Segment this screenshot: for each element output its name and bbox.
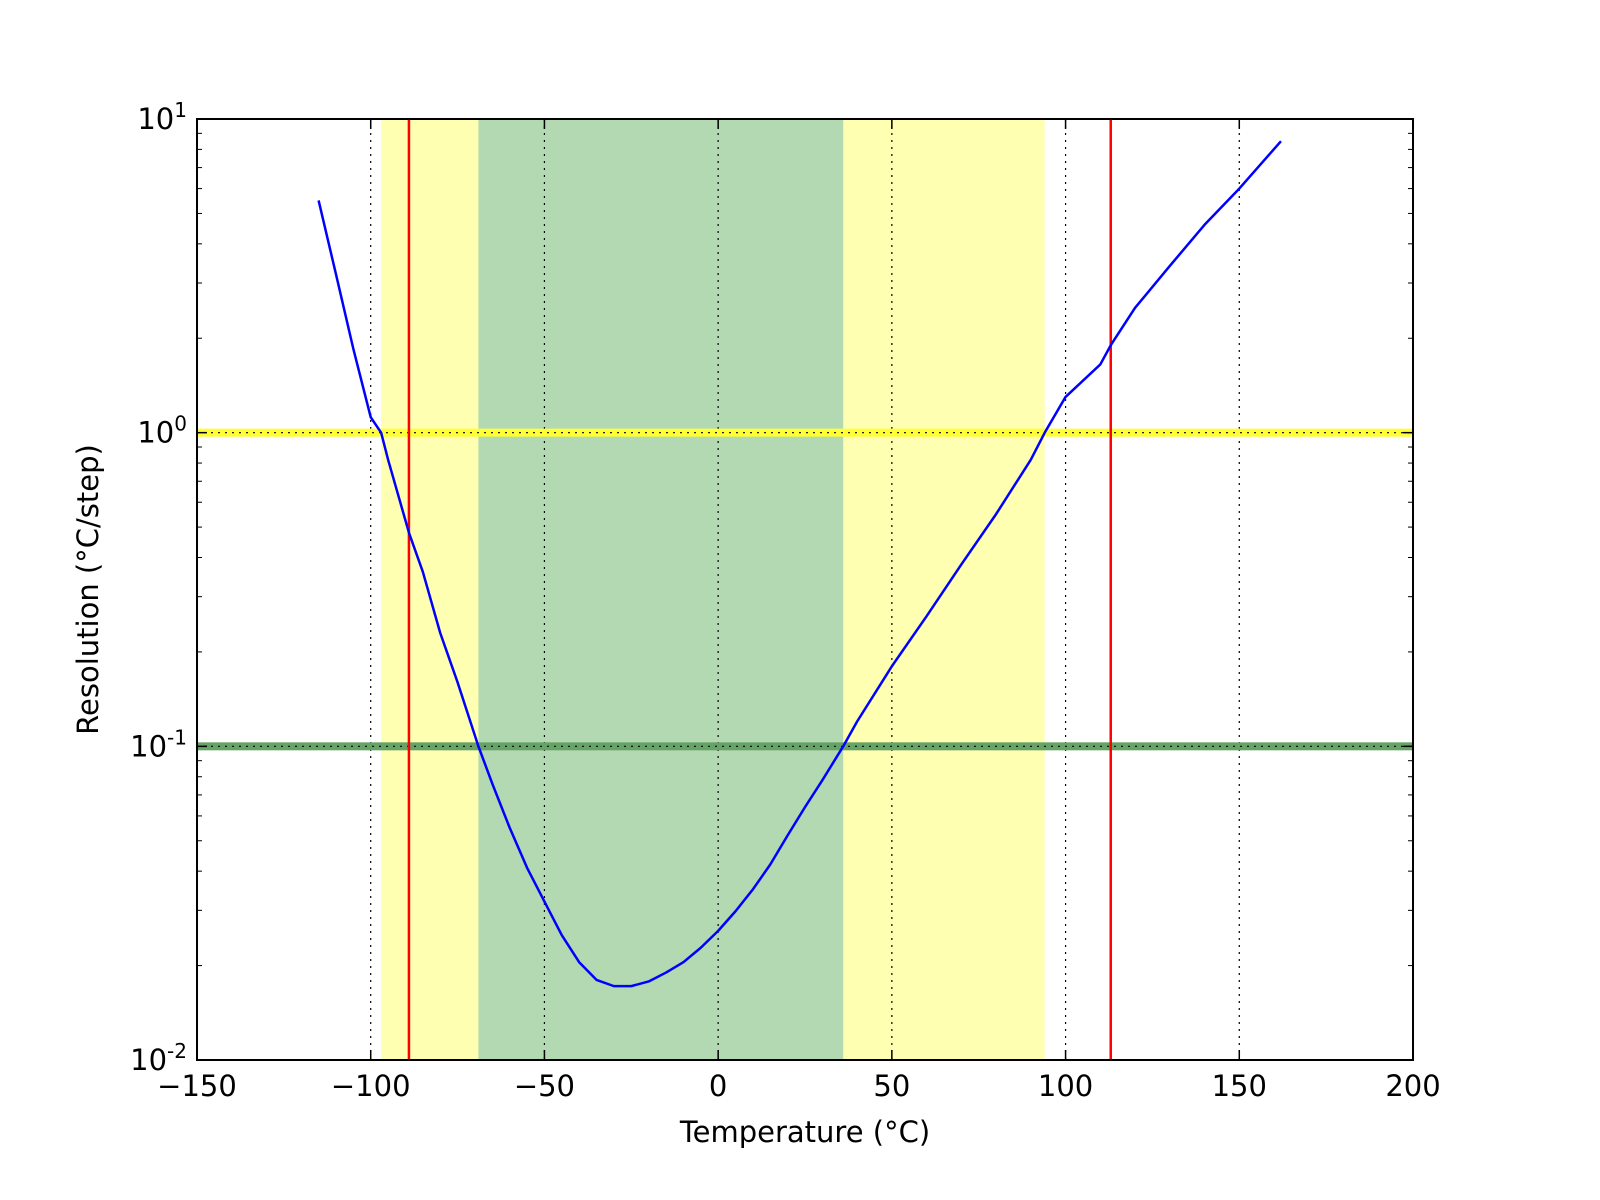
vertical-lines xyxy=(407,119,1112,1060)
y-tick-label-exponent: 0 xyxy=(174,412,187,436)
series-line-0 xyxy=(317,140,1282,988)
y-tick-label-exponent: -1 xyxy=(167,725,187,749)
y-tick-label: 101 xyxy=(137,98,187,136)
horizontal-band-0 xyxy=(197,428,1413,437)
y-tick-label-exponent: -2 xyxy=(167,1039,187,1063)
x-tick-label: 200 xyxy=(1385,1069,1440,1103)
x-tick-labels: −150 −100 −50 0 50 100 150 200 xyxy=(157,1069,1441,1103)
shaded-regions xyxy=(381,119,1045,1060)
y-tick-label: 10-2 xyxy=(130,1039,187,1077)
plot-frame xyxy=(196,118,1414,1061)
series-lines xyxy=(317,140,1282,988)
y-tick-label-base: 10 xyxy=(137,102,174,136)
x-tick-label: 0 xyxy=(709,1069,727,1103)
x-tick-label: 50 xyxy=(873,1069,910,1103)
x-tick-label: −150 xyxy=(157,1069,237,1103)
x-tick-label: −50 xyxy=(514,1069,575,1103)
shaded-region-1 xyxy=(478,119,844,1060)
x-tick-label: 100 xyxy=(1038,1069,1093,1103)
y-tick-label-base: 10 xyxy=(137,416,174,450)
y-axis-title: Resolution (°C/step) xyxy=(71,444,105,735)
x-tick-label: 150 xyxy=(1212,1069,1267,1103)
x-axis-title: Temperature (°C) xyxy=(679,1115,930,1149)
y-tick-label-base: 10 xyxy=(130,1043,167,1077)
horizontal-band-1 xyxy=(197,742,1413,751)
plot-area xyxy=(197,119,1413,1060)
y-tick-label: 10-1 xyxy=(130,725,187,763)
y-tick-label-base: 10 xyxy=(130,729,167,763)
x-tick-label: −100 xyxy=(331,1069,411,1103)
y-tick-label-exponent: 1 xyxy=(174,98,187,122)
y-tick-label: 100 xyxy=(137,412,187,450)
horizontal-bands xyxy=(197,428,1413,751)
